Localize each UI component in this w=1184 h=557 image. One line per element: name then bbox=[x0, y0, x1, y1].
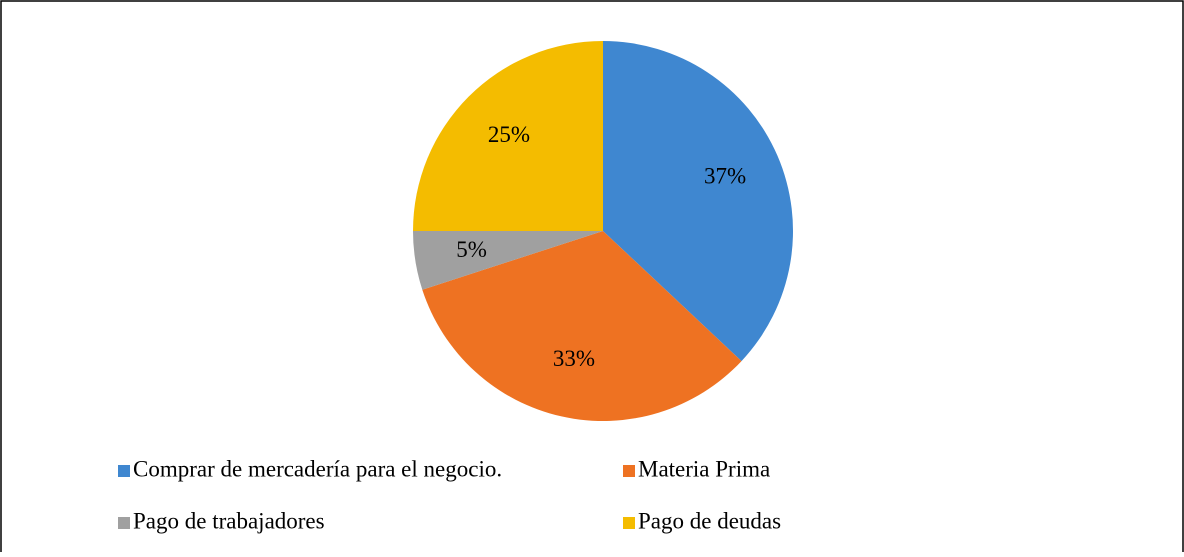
legend-label: Materia Prima bbox=[638, 456, 770, 481]
pie-slice bbox=[413, 231, 603, 290]
data-label: 25% bbox=[488, 122, 530, 147]
pie-slice bbox=[422, 231, 742, 422]
data-label: 37% bbox=[704, 163, 746, 188]
legend-label: Pago de deudas bbox=[638, 508, 781, 533]
pie-slice bbox=[603, 41, 794, 362]
legend-label: Comprar de mercadería para el negocio. bbox=[133, 456, 502, 481]
legend-swatch bbox=[118, 517, 130, 529]
legend-swatch bbox=[623, 517, 635, 529]
data-label: 5% bbox=[456, 237, 487, 262]
legend-swatch bbox=[623, 465, 635, 477]
data-label: 33% bbox=[553, 346, 595, 371]
legend-label: Pago de trabajadores bbox=[133, 508, 325, 533]
pie-slice bbox=[413, 41, 603, 231]
legend-swatch bbox=[118, 465, 130, 477]
